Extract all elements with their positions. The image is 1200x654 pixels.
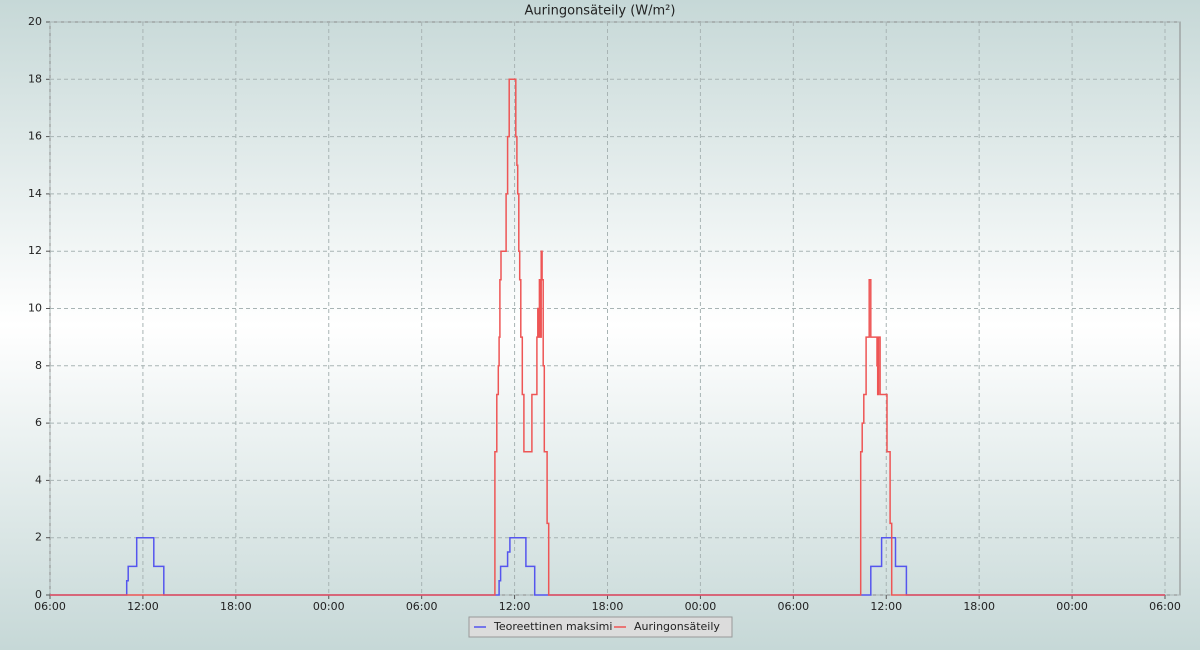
x-tick-label: 06:00 — [777, 600, 809, 613]
y-tick-label: 4 — [35, 473, 42, 486]
legend-label: Auringonsäteily — [634, 620, 720, 633]
series-line — [50, 536, 1165, 596]
x-tick-label: 06:00 — [1149, 600, 1181, 613]
x-tick-label: 18:00 — [963, 600, 995, 613]
y-tick-label: 8 — [35, 359, 42, 372]
x-tick-label: 06:00 — [34, 600, 66, 613]
y-tick-label: 16 — [28, 130, 42, 143]
x-tick-label: 18:00 — [220, 600, 252, 613]
x-tick-label: 00:00 — [313, 600, 345, 613]
legend-label: Teoreettinen maksimi — [493, 620, 612, 633]
x-tick-label: 12:00 — [499, 600, 531, 613]
y-tick-label: 6 — [35, 416, 42, 429]
x-tick-label: 12:00 — [870, 600, 902, 613]
x-tick-label: 00:00 — [1056, 600, 1088, 613]
y-tick-label: 20 — [28, 15, 42, 28]
x-tick-label: 06:00 — [406, 600, 438, 613]
y-tick-label: 10 — [28, 302, 42, 315]
x-tick-label: 18:00 — [592, 600, 624, 613]
legend-box — [468, 616, 733, 638]
y-tick-label: 2 — [35, 531, 42, 544]
chart-title: Auringonsäteily (W/m²) — [525, 4, 676, 19]
y-tick-label: 14 — [28, 187, 42, 200]
series-line — [50, 78, 1165, 596]
legend: Teoreettinen maksimi Auringonsäteily — [468, 616, 733, 638]
y-tick-label: 18 — [28, 72, 42, 85]
y-tick-label: 12 — [28, 244, 42, 257]
y-tick-label: 0 — [35, 588, 42, 601]
x-tick-label: 12:00 — [127, 600, 159, 613]
x-tick-label: 00:00 — [685, 600, 717, 613]
